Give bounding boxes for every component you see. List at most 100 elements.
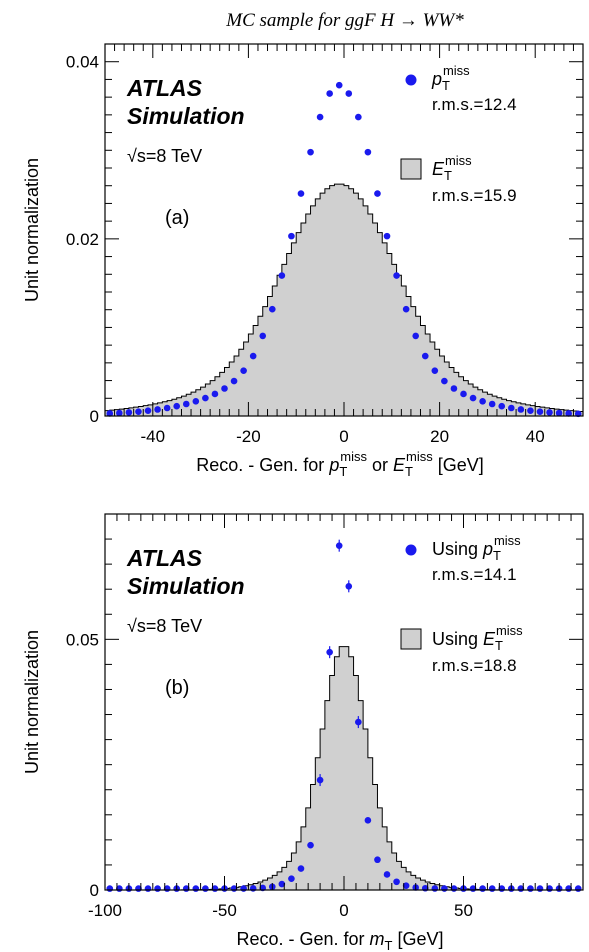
data-point <box>269 305 276 313</box>
data-point <box>450 385 458 392</box>
data-point <box>135 408 142 415</box>
legend-label-points: pTmiss <box>431 63 470 93</box>
data-point <box>154 885 161 892</box>
data-point <box>412 332 420 340</box>
data-point <box>574 885 582 892</box>
data-point <box>383 232 391 240</box>
y-tick-label: 0 <box>90 407 99 426</box>
y-tick-label: 0 <box>90 881 99 900</box>
panel-label: (b) <box>165 677 189 699</box>
data-point <box>393 272 400 279</box>
data-point <box>441 377 448 385</box>
histogram-fill <box>104 183 584 417</box>
data-point <box>326 648 333 656</box>
data-point <box>355 113 362 121</box>
data-point <box>460 390 467 398</box>
data-point <box>192 885 200 892</box>
data-point <box>431 367 439 374</box>
data-point <box>316 776 324 784</box>
data-point <box>431 885 439 892</box>
data-point <box>202 885 209 892</box>
data-point <box>249 352 257 360</box>
data-point <box>192 398 200 405</box>
energy-label: √s=8 TeV <box>127 616 202 636</box>
figure-title: MC sample for ggF H → WW* <box>225 10 464 31</box>
x-tick-label: 50 <box>454 901 473 920</box>
energy-label: √s=8 TeV <box>127 146 202 166</box>
data-point <box>163 404 171 412</box>
legend-label-filled: ETmiss <box>432 153 472 183</box>
data-point <box>345 583 353 590</box>
data-point <box>498 402 506 410</box>
panel-b: -100 -50 0 50 0 0.05 Unit normalization Reco. -… <box>22 513 584 952</box>
legend-rms-filled: r.m.s.=18.8 <box>432 656 517 675</box>
data-point <box>288 875 295 882</box>
data-point <box>116 409 123 417</box>
data-point <box>469 394 477 402</box>
y-axis-label: Unit normalization <box>22 158 42 302</box>
legend-label-filled: Using ETmiss <box>432 623 523 653</box>
y-tick-label: 0.05 <box>66 630 99 649</box>
data-point <box>278 880 286 888</box>
y-tick-label: 0.02 <box>66 230 99 249</box>
data-point <box>240 367 247 374</box>
data-point <box>374 856 381 864</box>
x-tick-label: 40 <box>526 427 545 446</box>
legend-marker-filled <box>400 158 422 180</box>
atlas-sublabel: Simulation <box>127 573 245 599</box>
data-point <box>288 232 295 240</box>
atlas-label: ATLAS <box>126 75 203 101</box>
data-point <box>488 400 496 408</box>
x-tick-label: 0 <box>339 427 348 446</box>
data-point <box>479 398 486 405</box>
data-point <box>441 885 448 892</box>
data-point <box>355 718 362 726</box>
data-point <box>249 885 257 892</box>
data-point <box>182 400 190 408</box>
x-axis-label: Reco. - Gen. for mT [GeV] <box>236 929 443 952</box>
data-point <box>307 148 314 156</box>
data-point <box>173 402 180 410</box>
legend-rms-points: r.m.s.=14.1 <box>432 565 517 584</box>
data-point <box>527 407 534 414</box>
atlas-label: ATLAS <box>126 545 203 571</box>
x-tick-label: -20 <box>236 427 261 446</box>
data-point <box>125 409 133 416</box>
data-point <box>240 885 247 892</box>
y-axis-label: Unit normalization <box>22 630 42 774</box>
data-point <box>393 878 400 886</box>
legend-marker-points <box>405 544 417 556</box>
data-point <box>154 406 161 413</box>
data-point <box>364 817 372 824</box>
data-point <box>144 407 152 414</box>
data-point <box>536 885 544 892</box>
data-point <box>508 404 515 412</box>
points-series <box>106 81 582 418</box>
data-point <box>297 865 305 872</box>
data-point <box>383 871 391 878</box>
atlas-sublabel: Simulation <box>127 103 245 129</box>
data-point <box>316 113 324 121</box>
data-point <box>345 90 353 97</box>
data-point <box>259 332 267 340</box>
data-point <box>364 148 372 156</box>
data-point <box>565 410 572 417</box>
data-point <box>536 408 544 415</box>
data-point <box>402 305 410 313</box>
legend-marker-filled <box>400 628 422 650</box>
data-point <box>106 885 114 892</box>
x-tick-label: 0 <box>339 901 348 920</box>
data-point <box>230 377 238 385</box>
x-axis-label: Reco. - Gen. for pTmiss or ETmiss [GeV] <box>196 449 483 479</box>
data-point <box>297 190 305 197</box>
data-point <box>517 406 525 413</box>
data-point <box>546 409 553 416</box>
legend-rms-filled: r.m.s.=15.9 <box>432 186 517 205</box>
data-point <box>211 390 219 398</box>
data-point <box>488 885 496 892</box>
x-tick-label: 20 <box>430 427 449 446</box>
data-point <box>402 882 410 889</box>
x-tick-label: -100 <box>88 901 122 920</box>
data-point <box>144 885 152 892</box>
